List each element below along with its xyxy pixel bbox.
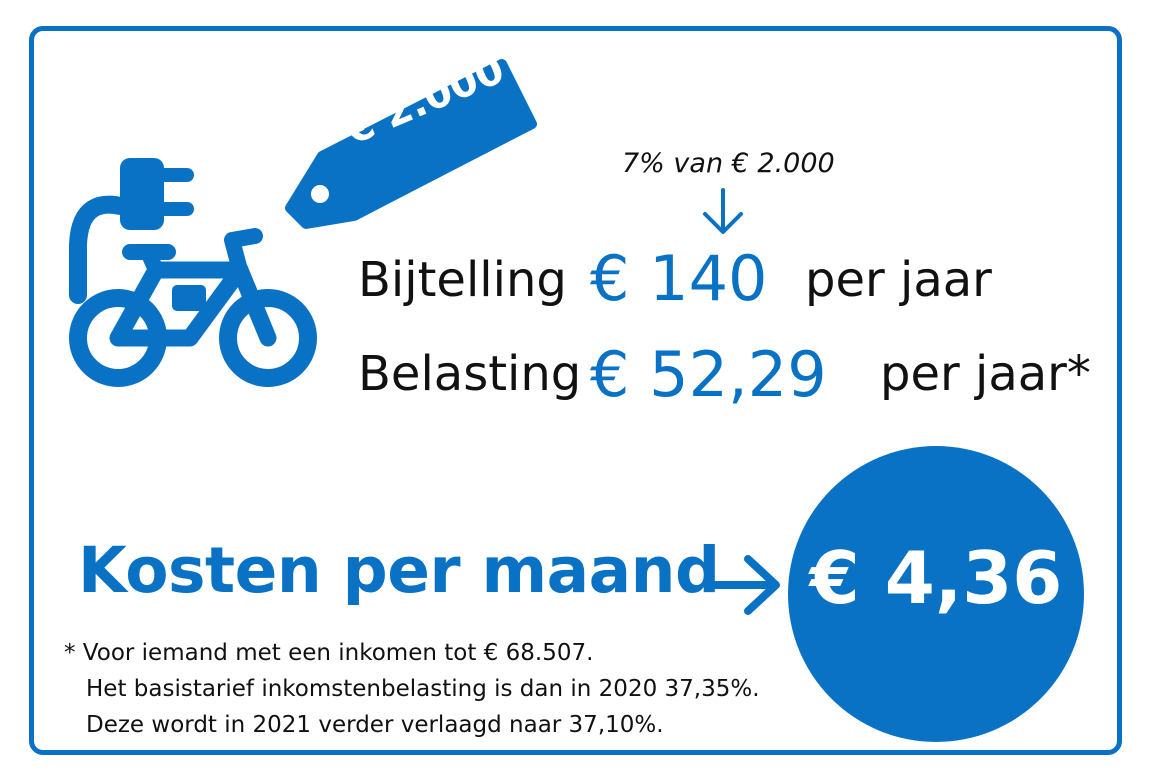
footnote-line-1: * Voor iemand met een inkomen tot € 68.5… — [64, 640, 594, 666]
footnote-line-3: Deze wordt in 2021 verder verlaagd naar … — [86, 712, 664, 738]
bijtelling-label: Bijtelling — [358, 252, 567, 308]
monthly-cost-value: € 4,36 — [809, 536, 1063, 620]
arrow-right-icon — [710, 555, 780, 615]
calculation-note: 7% van € 2.000 — [622, 148, 835, 179]
bijtelling-value: € 140 — [590, 242, 768, 315]
monthly-cost-heading: Kosten per maand — [78, 534, 720, 607]
monthly-cost-badge: € 4,36 — [788, 446, 1084, 742]
electric-bike-icon — [69, 158, 317, 387]
belasting-suffix: per jaar* — [880, 346, 1091, 402]
border-frame — [29, 26, 1122, 755]
arrow-down-icon — [703, 188, 743, 234]
bijtelling-suffix: per jaar — [805, 252, 992, 308]
price-tag-icon — [285, 59, 537, 229]
belasting-value: € 52,29 — [590, 338, 827, 411]
belasting-label: Belasting — [358, 346, 582, 402]
footnote-line-2: Het basistarief inkomstenbelasting is da… — [86, 676, 760, 702]
plug-icon — [120, 158, 194, 230]
